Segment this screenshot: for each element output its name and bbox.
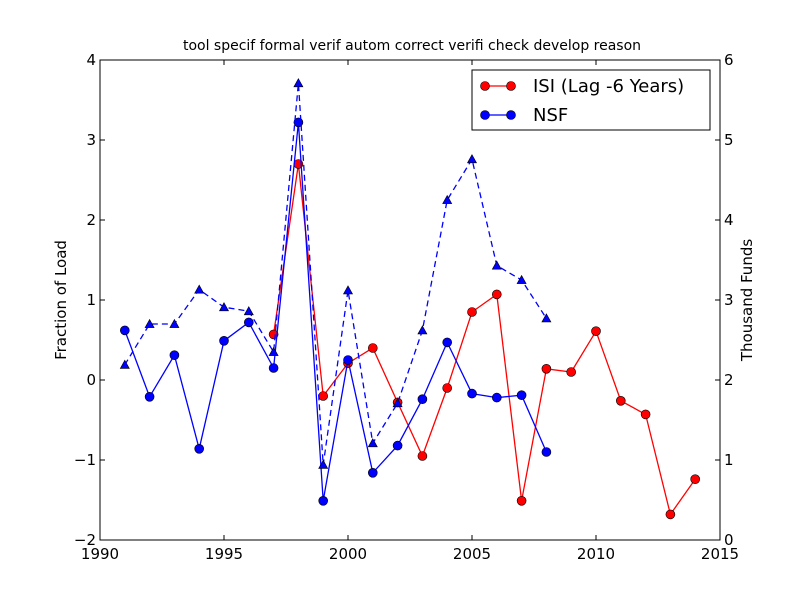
series-2-point — [367, 438, 378, 448]
series-1-point — [219, 335, 229, 346]
y-axis-label: Fraction of Load — [52, 240, 70, 360]
y-tick-label: 3 — [86, 131, 96, 149]
series-2-point — [293, 78, 304, 88]
series-2-line — [124, 83, 547, 465]
series-1-point — [417, 394, 428, 405]
series-2-point — [144, 318, 155, 328]
series-1-point — [467, 388, 477, 399]
series-2-point — [466, 154, 478, 164]
y2-tick-label: 4 — [724, 211, 734, 229]
series-2-point — [442, 194, 453, 204]
series-2-point — [541, 313, 552, 323]
x-tick-label: 2015 — [701, 545, 739, 563]
legend-isi-label: ISI (Lag -6 Years) — [533, 76, 684, 97]
x-tick-label: 2000 — [329, 545, 367, 563]
series-2-point — [342, 285, 354, 295]
series-2-point — [218, 302, 230, 312]
y-tick-label: 1 — [86, 291, 96, 309]
series-0-point — [541, 363, 552, 374]
series-0-point — [268, 329, 279, 340]
series-0-point — [591, 326, 601, 337]
y-tick-label: −2 — [74, 531, 96, 549]
axes: 1990 1995 2000 2005 2010 2015 −2 −1 0 1 2 3 4 0 1 2 3 4 5 6 — [74, 51, 739, 563]
y2-tick-label: 2 — [724, 371, 734, 389]
legend-nsf-marker-right — [506, 110, 516, 120]
series-0-point — [640, 409, 651, 420]
x-tick-label: 1995 — [205, 545, 243, 563]
series-1-point — [516, 390, 527, 401]
series-1-point — [367, 467, 378, 478]
y2-axis-label: Thousand Funds — [738, 239, 756, 362]
y2-tick-label: 6 — [724, 51, 734, 69]
series-2-point — [194, 284, 205, 294]
series-0-point — [665, 509, 676, 520]
series-1-point — [318, 495, 329, 506]
x-tick-label: 2010 — [577, 545, 615, 563]
series-2-point — [169, 318, 180, 328]
y-tick-label: 0 — [86, 371, 96, 389]
legend-isi-marker-left — [480, 81, 490, 91]
series-0-point — [516, 495, 527, 506]
series-1-point — [541, 447, 552, 457]
series-0-point — [318, 391, 329, 401]
series-2-point — [119, 359, 130, 369]
series-2-point — [243, 306, 254, 316]
legend-nsf-marker-left — [480, 110, 490, 120]
series-0-point — [367, 343, 378, 353]
series-1-point — [442, 337, 453, 348]
y-tick-label: −1 — [74, 451, 96, 469]
y2-tick-label: 0 — [724, 531, 734, 549]
series-0-point — [615, 395, 626, 406]
legend: ISI (Lag -6 Years) NSF — [471, 69, 711, 131]
series-1-point — [392, 440, 403, 451]
series-1-point — [120, 325, 130, 336]
series-1-point — [144, 391, 155, 402]
y2-tick-label: 3 — [724, 291, 734, 309]
series-1-point — [268, 363, 279, 373]
series-1-point — [194, 443, 204, 454]
x-tick-label: 2005 — [453, 545, 491, 563]
series-2-point — [268, 346, 279, 356]
series-1-point — [343, 355, 353, 365]
series-0-point — [442, 383, 453, 393]
series-2-point — [516, 274, 527, 284]
series-1-point — [169, 350, 180, 361]
y2-tick-label: 5 — [724, 131, 734, 149]
series-0-point — [491, 289, 502, 300]
series-1-point — [244, 317, 254, 328]
y-tick-label: 2 — [86, 211, 96, 229]
legend-nsf-label: NSF — [533, 105, 568, 126]
series-1-point — [491, 392, 502, 403]
series-2-point — [318, 459, 329, 469]
series-2-point — [392, 398, 403, 408]
chart-title: tool specif formal verif autom correct v… — [183, 38, 641, 54]
plot-area — [119, 78, 701, 520]
x-tick-label: 1990 — [81, 545, 119, 563]
legend-frame — [471, 69, 711, 131]
y2-tick-label: 1 — [724, 451, 734, 469]
series-0-point — [467, 307, 477, 317]
series-0-point — [566, 367, 577, 377]
series-0-point — [417, 451, 428, 461]
series-0-point — [690, 474, 701, 485]
y-tick-label: 4 — [86, 51, 96, 69]
series-2-point — [491, 260, 502, 270]
legend-isi-marker-right — [506, 81, 516, 91]
series-2-point — [417, 325, 428, 335]
